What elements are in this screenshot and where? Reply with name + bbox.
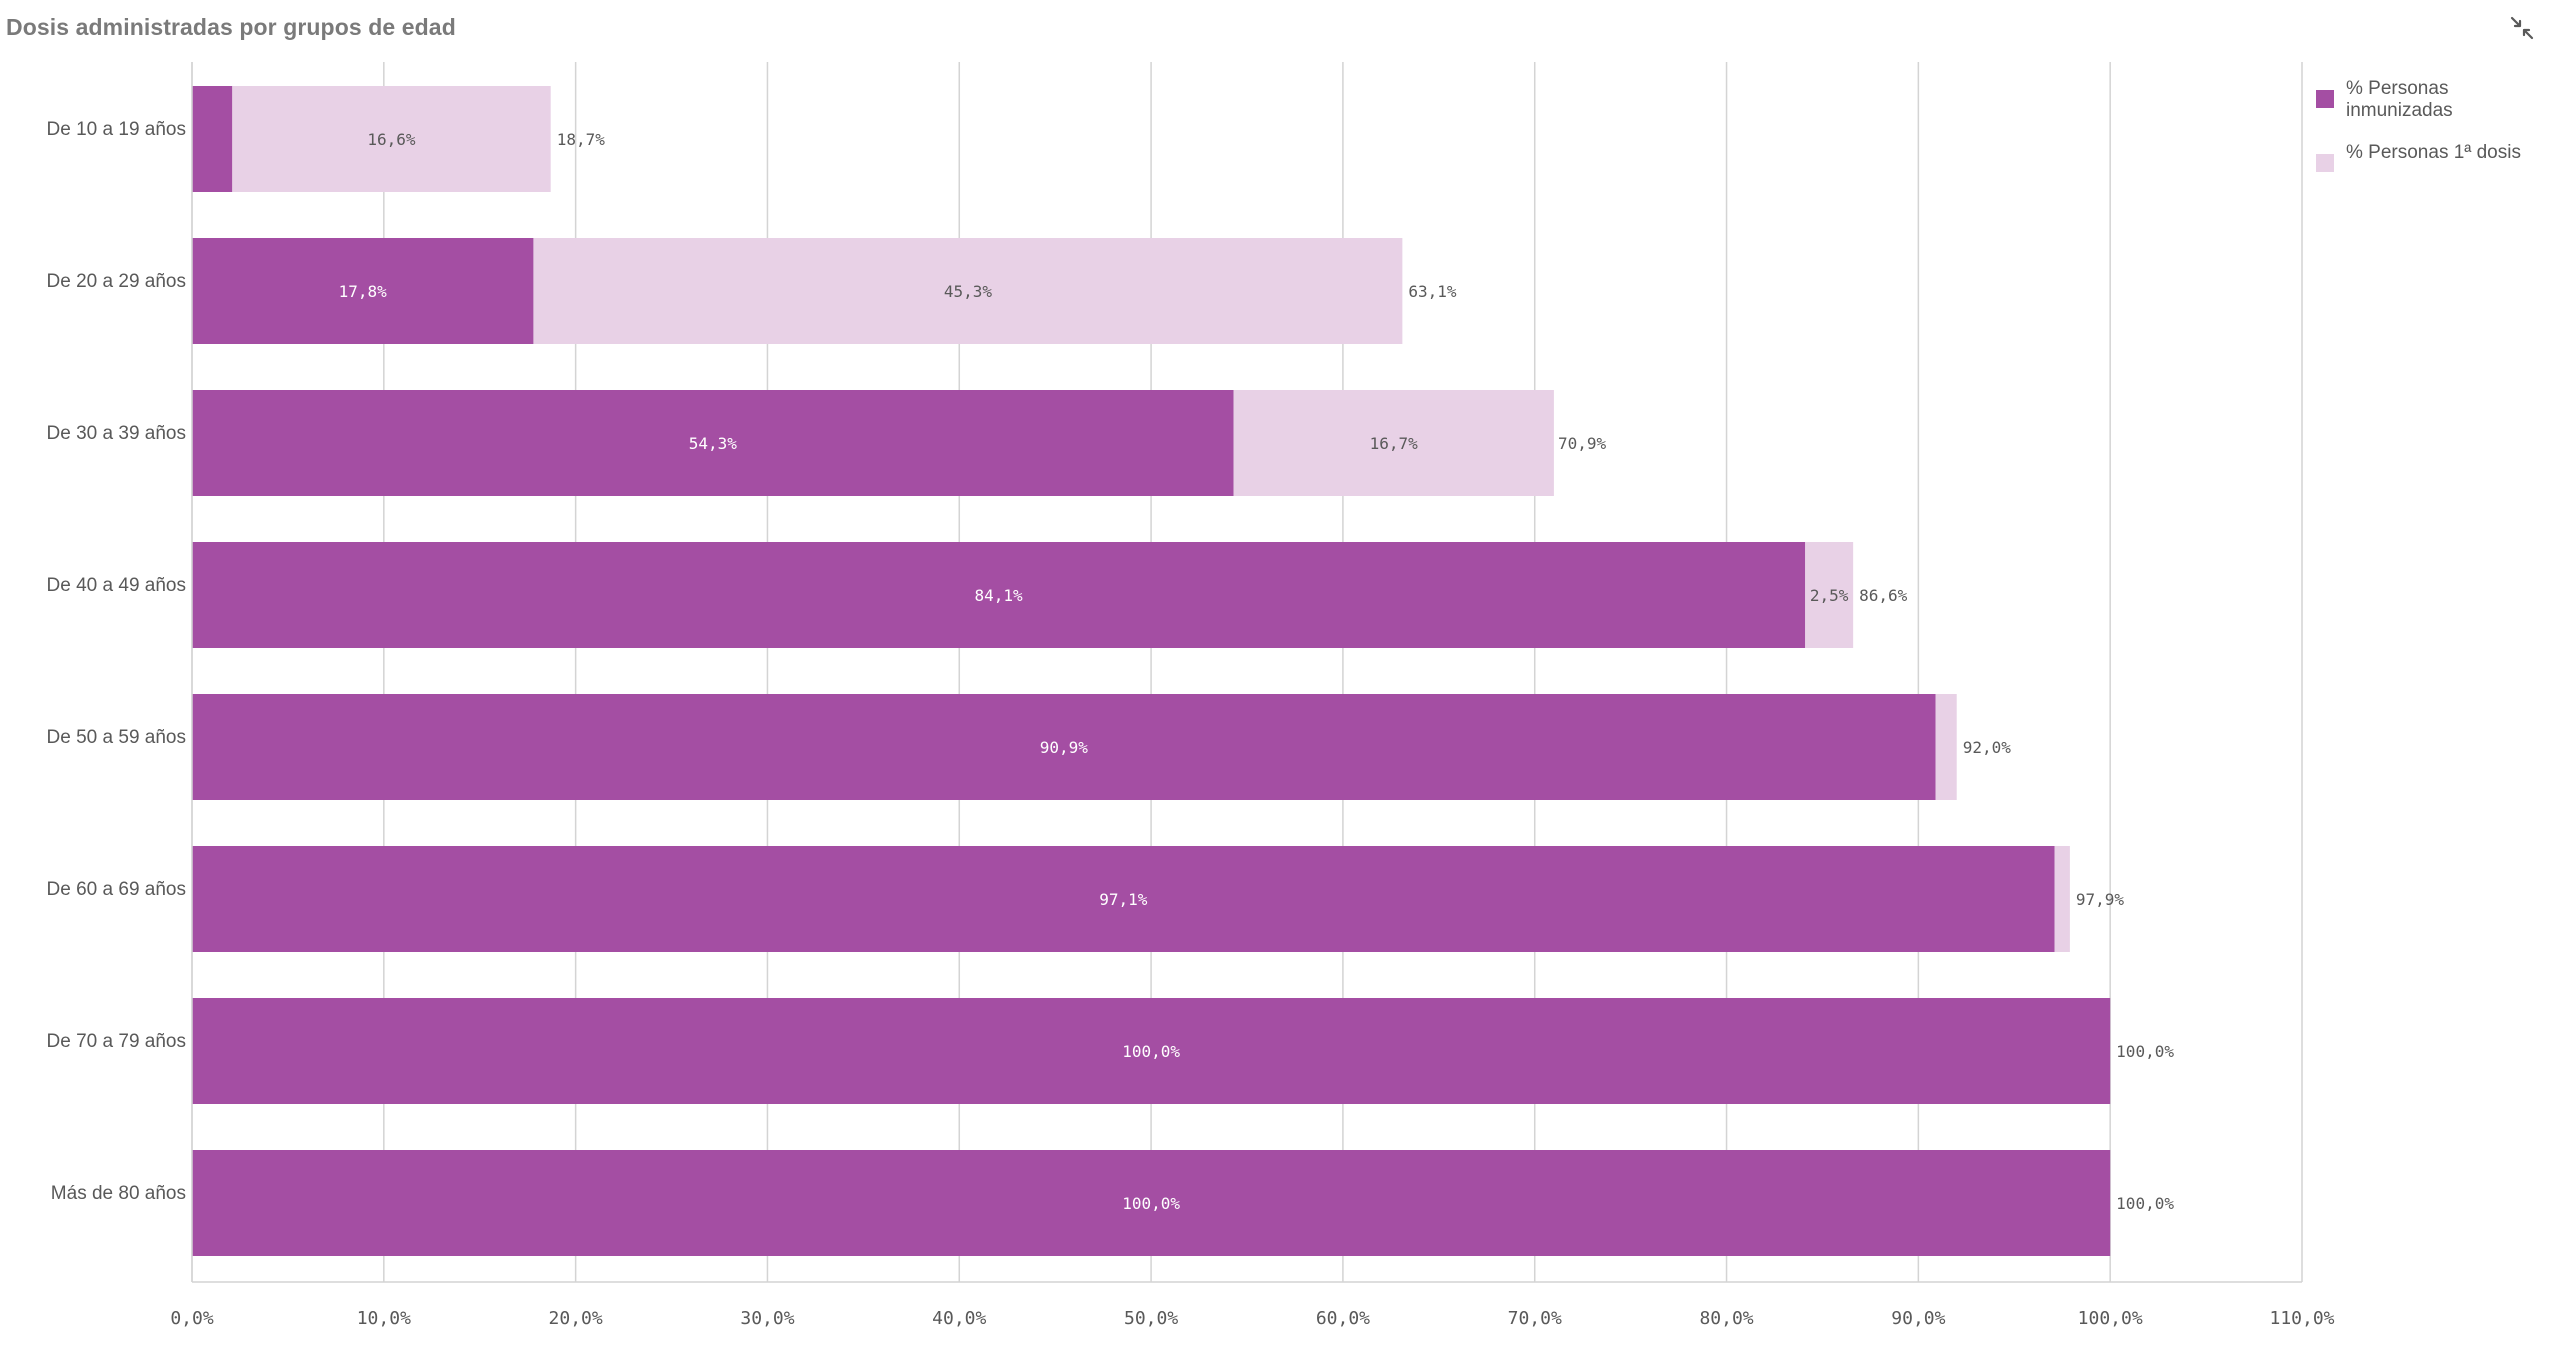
legend-swatch-first-dose [2316, 154, 2334, 172]
bar-immunized [192, 542, 1806, 648]
data-label-total: 100,0% [2116, 1194, 2174, 1213]
legend-label-first-dose: % Personas 1ª dosis [2346, 142, 2521, 163]
legend-swatch-immunized [2316, 90, 2334, 108]
legend-label-immunized: % Personas inmunizadas [2346, 78, 2453, 121]
bar-first-dose [1805, 542, 1854, 648]
data-label-total: 70,9% [1558, 434, 1607, 453]
legend-item-first-dose[interactable]: % Personas 1ª dosis [2316, 142, 2556, 172]
bar-immunized [192, 390, 1234, 496]
category-label: De 40 a 49 años [47, 575, 186, 596]
data-label-total: 86,6% [1859, 586, 1908, 605]
x-tick-label: 60,0% [1316, 1308, 1370, 1329]
data-label-first-dose: 45,3% [944, 282, 993, 301]
x-tick-label: 100,0% [2078, 1308, 2143, 1329]
x-tick-label: 110,0% [2269, 1308, 2334, 1329]
data-label-total: 100,0% [2116, 1042, 2174, 1061]
data-label-total: 63,1% [1408, 282, 1457, 301]
bar-immunized [192, 86, 233, 192]
x-tick-label: 80,0% [1699, 1308, 1753, 1329]
data-label-first-dose: 16,6% [367, 130, 416, 149]
data-label-first-dose: 16,7% [1370, 434, 1419, 453]
data-label-immunized: 17,8% [339, 282, 388, 301]
category-label: Más de 80 años [51, 1183, 186, 1204]
bar-immunized [192, 998, 2111, 1104]
bar-first-dose [533, 238, 1403, 344]
legend: % Personas inmunizadas % Personas 1ª dos… [2316, 78, 2556, 192]
category-label: De 70 a 79 años [47, 1031, 186, 1052]
data-label-total: 97,9% [2076, 890, 2125, 909]
data-label-immunized: 90,9% [1040, 738, 1089, 757]
data-label-immunized: 84,1% [975, 586, 1024, 605]
bar-immunized [192, 846, 2055, 952]
x-tick-label: 20,0% [549, 1308, 603, 1329]
bar-first-dose [2054, 846, 2070, 952]
bar-immunized [192, 1150, 2111, 1256]
data-label-first-dose: 2,5% [1810, 586, 1849, 605]
bar-immunized [192, 694, 1936, 800]
bar-first-dose [1233, 390, 1554, 496]
data-label-immunized: 100,0% [1122, 1194, 1180, 1213]
category-label: De 10 a 19 años [47, 119, 186, 140]
data-label-immunized: 97,1% [1099, 890, 1148, 909]
data-label-immunized: 100,0% [1122, 1042, 1180, 1061]
bar-first-dose [1935, 694, 1957, 800]
legend-item-immunized[interactable]: % Personas inmunizadas [2316, 78, 2556, 122]
x-tick-label: 70,0% [1508, 1308, 1562, 1329]
data-label-total: 18,7% [557, 130, 606, 149]
x-tick-label: 10,0% [357, 1308, 411, 1329]
bar-immunized [192, 238, 534, 344]
x-tick-label: 30,0% [740, 1308, 794, 1329]
x-tick-label: 0,0% [170, 1308, 214, 1329]
category-label: De 30 a 39 años [47, 423, 186, 444]
x-tick-label: 40,0% [932, 1308, 986, 1329]
x-tick-label: 50,0% [1124, 1308, 1178, 1329]
category-label: De 60 a 69 años [47, 879, 186, 900]
chart-title: Dosis administradas por grupos de edad [6, 14, 456, 40]
category-label: De 50 a 59 años [47, 727, 186, 748]
bar-first-dose [232, 86, 551, 192]
data-label-total: 92,0% [1963, 738, 2012, 757]
x-tick-label: 90,0% [1891, 1308, 1945, 1329]
collapse-arrows-icon[interactable] [2508, 14, 2536, 42]
category-label: De 20 a 29 años [47, 271, 186, 292]
data-label-immunized: 54,3% [689, 434, 738, 453]
